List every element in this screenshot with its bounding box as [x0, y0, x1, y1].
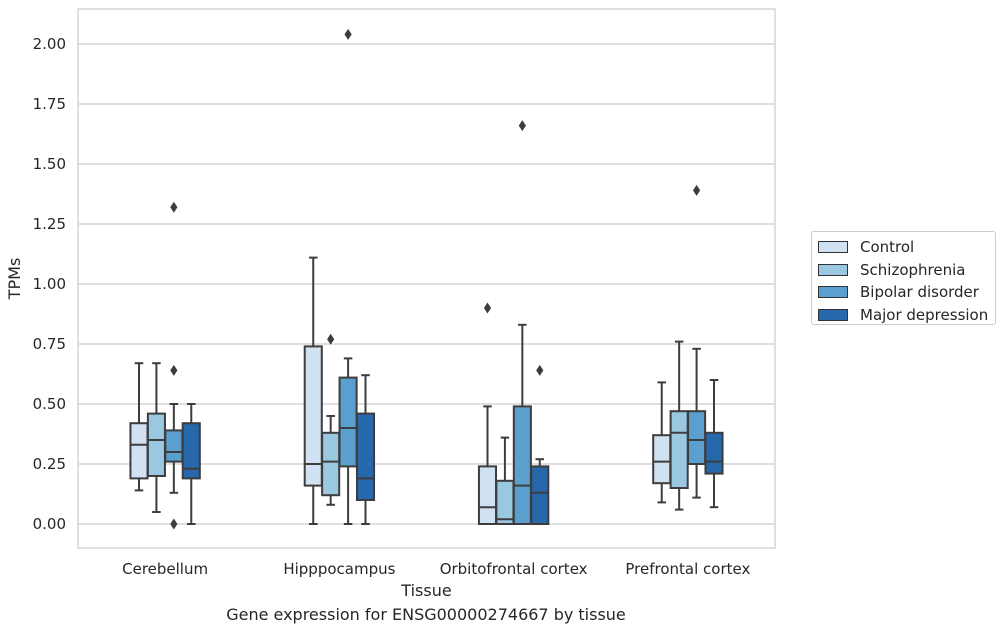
chart-legend: Control Schizophrenia Bipolar disorder Majo… — [811, 231, 996, 325]
y-tick-label: 2.00 — [33, 35, 66, 53]
legend-swatch — [818, 308, 848, 321]
outlier-point — [344, 28, 352, 40]
y-tick-label: 1.75 — [33, 95, 66, 113]
x-tick-label: Hipppocampus — [283, 560, 395, 578]
legend-item: Schizophrenia — [818, 259, 989, 282]
legend-label: Bipolar disorder — [860, 283, 979, 302]
legend-label: Major depression — [860, 305, 989, 324]
box-control — [652, 381, 672, 504]
box-control — [477, 302, 498, 525]
box-iqr — [338, 376, 358, 468]
y-tick-label: 0.50 — [33, 395, 66, 413]
outlier-point — [692, 184, 701, 196]
box-major-depression — [355, 374, 376, 525]
outlier-point — [483, 302, 492, 314]
box-control — [129, 362, 149, 492]
box-iqr — [687, 410, 707, 466]
outlier-point — [536, 364, 544, 376]
outlier-point — [518, 120, 526, 132]
x-tick-label: Orbitofrontal cortex — [440, 560, 588, 578]
box-iqr — [477, 465, 498, 525]
box-iqr — [146, 412, 166, 478]
y-tick-label: 1.00 — [33, 275, 66, 293]
box-major-depression — [181, 403, 201, 525]
box-control — [303, 256, 323, 525]
box-iqr — [495, 479, 515, 525]
x-axis-label: Tissue — [400, 581, 451, 600]
legend-item: Major depression — [818, 304, 989, 327]
box-iqr — [355, 412, 376, 502]
box-iqr — [704, 431, 724, 475]
box-bipolar-disorder — [164, 201, 184, 530]
legend-item: Control — [818, 236, 989, 259]
y-axis-label: TPMs — [5, 258, 24, 301]
box-iqr — [669, 410, 689, 490]
y-tick-label: 1.25 — [33, 215, 66, 233]
y-tick-label: 0.75 — [33, 335, 66, 353]
outlier-point — [170, 364, 178, 376]
legend-item: Bipolar disorder — [818, 281, 989, 304]
legend-label: Schizophrenia — [860, 260, 966, 279]
legend-swatch — [818, 263, 848, 276]
outlier-point — [327, 333, 335, 345]
outlier-point — [170, 518, 178, 530]
box-major-depression — [530, 364, 550, 525]
legend-swatch — [818, 286, 848, 299]
y-tick-label: 1.50 — [33, 155, 66, 173]
box-iqr — [181, 422, 201, 480]
chart-caption: Gene expression for ENSG00000274667 by t… — [226, 605, 626, 624]
x-tick-label: Cerebellum — [122, 560, 208, 578]
box-iqr — [164, 429, 184, 463]
box-iqr — [303, 345, 323, 487]
box-iqr — [512, 405, 532, 525]
y-tick-label: 0.25 — [33, 455, 66, 473]
legend-label: Control — [860, 238, 915, 257]
x-tick-label: Prefrontal cortex — [625, 560, 750, 578]
box-plot-area — [129, 28, 724, 530]
axis-ticks: 0.00 0.25 0.50 0.75 1.00 1.25 1.50 1.75 2.00 Cere… — [33, 35, 751, 578]
outlier-point — [170, 201, 178, 213]
box-iqr — [652, 434, 672, 485]
box-schizophrenia — [146, 362, 166, 513]
plot-frame — [77, 8, 776, 549]
box-major-depression — [704, 379, 724, 509]
box-iqr — [321, 431, 341, 497]
box-iqr — [129, 422, 149, 480]
y-tick-label: 0.00 — [33, 515, 66, 533]
box-bipolar-disorder — [338, 28, 358, 525]
box-schizophrenia — [495, 436, 515, 525]
box-schizophrenia — [669, 340, 689, 511]
box-bipolar-disorder — [687, 184, 707, 499]
box-schizophrenia — [321, 333, 341, 506]
box-iqr — [530, 465, 550, 525]
legend-swatch — [818, 241, 848, 254]
box-bipolar-disorder — [512, 120, 532, 525]
